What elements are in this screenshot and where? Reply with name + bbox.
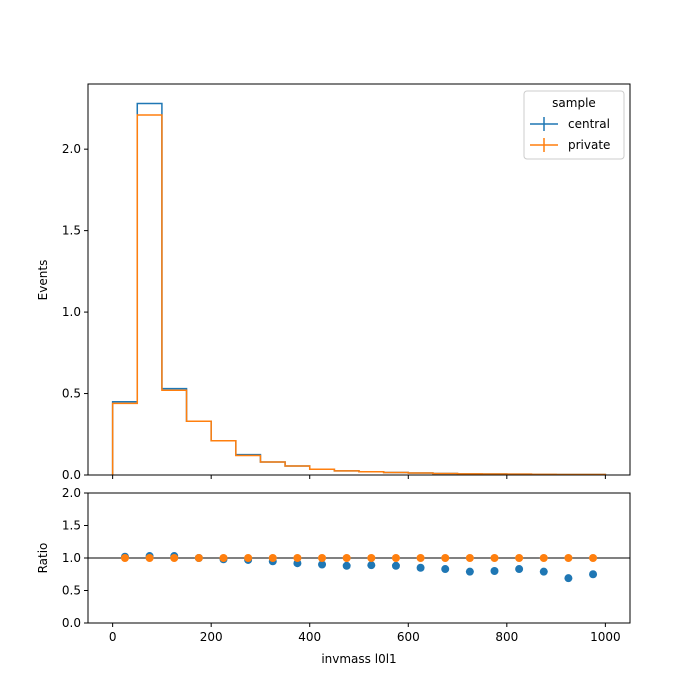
main-histogram-panel: 0.0 0.5 1.0 1.5 2.0 Events sample central pri…: [36, 83, 631, 482]
ratio-point-private: [170, 554, 179, 562]
y-tick-label: 1.0: [62, 305, 81, 319]
ratio-point-private: [564, 554, 573, 562]
y-tick-label: 0.5: [62, 387, 81, 401]
ratio-panel: 0.00.51.01.52.0 0 200 400 600 800 1000 Ratio …: [36, 486, 631, 666]
ratio-point-central: [465, 567, 474, 576]
ratio-point-central: [318, 560, 327, 569]
ratio-point-private: [490, 554, 499, 562]
ratio-point-private: [342, 554, 351, 562]
ratio-point-private: [145, 554, 154, 562]
ratio-point-private: [120, 554, 129, 562]
ratio-point-private: [465, 554, 474, 562]
ratio-point-private: [293, 554, 302, 562]
legend-label-central: central: [568, 117, 610, 131]
x-tick-label: 800: [495, 630, 518, 644]
ratio-point-central: [539, 567, 548, 576]
y-axis-ticks: 0.0 0.5 1.0 1.5 2.0: [62, 142, 88, 482]
x-axis-ticks: [112, 475, 606, 479]
ratio-point-private: [194, 554, 203, 562]
ratio-point-private: [539, 554, 548, 562]
ratio-point-private: [441, 554, 450, 562]
x-axis-label: invmass l0l1: [321, 652, 396, 666]
ratio-point-private: [318, 554, 327, 562]
ratio-point-private: [244, 554, 253, 562]
histogram-marks: [111, 102, 607, 476]
series-line-private: [111, 114, 607, 476]
y-tick-label: 1.0: [62, 551, 81, 565]
ratio-point-central: [342, 561, 351, 570]
y-tick-label: 2.0: [62, 142, 81, 156]
legend-box: [523, 90, 625, 160]
ratio-marks: [120, 552, 598, 583]
y-tick-label: 2.0: [62, 486, 81, 500]
ratio-point-central: [564, 574, 573, 583]
x-tick-label: 200: [200, 630, 223, 644]
y-axis-label: Events: [36, 260, 50, 301]
ratio-point-private: [416, 554, 425, 562]
legend-label-private: private: [568, 138, 610, 152]
ratio-y-axis-ticks: 0.0 0.5 1.0 1.5 2.0: [62, 486, 88, 630]
ratio-point-private: [219, 554, 228, 562]
ratio-plot-frame: [87, 492, 631, 624]
x-tick-label: 0: [109, 630, 117, 644]
ratio-point-central: [441, 565, 450, 574]
ratio-point-central: [367, 561, 376, 570]
ratio-point-central: [515, 565, 524, 574]
ratio-y-axis-label: Ratio: [36, 543, 50, 574]
ratio-x-axis-ticks: 0 200 400 600 800 1000: [109, 623, 621, 644]
ratio-point-private: [515, 554, 524, 562]
ratio-point-central: [490, 567, 499, 575]
y-tick-label: 0.5: [62, 584, 81, 598]
y-tick-label: 0.0: [62, 468, 81, 482]
ratio-point-central: [391, 561, 400, 570]
ratio-point-private: [391, 554, 400, 562]
x-tick-label: 400: [298, 630, 321, 644]
y-tick-label: 1.5: [62, 224, 81, 238]
ratio-point-central: [416, 563, 425, 572]
legend: sample central private: [523, 90, 625, 160]
ratio-point-private: [268, 554, 277, 562]
x-tick-label: 600: [397, 630, 420, 644]
x-tick-label: 1000: [590, 630, 621, 644]
ratio-point-private: [367, 554, 376, 562]
y-tick-label: 0.0: [62, 616, 81, 630]
legend-title: sample: [552, 96, 596, 110]
ratio-point-private: [589, 554, 598, 562]
plot-frame: [87, 83, 631, 476]
y-tick-label: 1.5: [62, 519, 81, 533]
ratio-point-central: [589, 570, 598, 579]
